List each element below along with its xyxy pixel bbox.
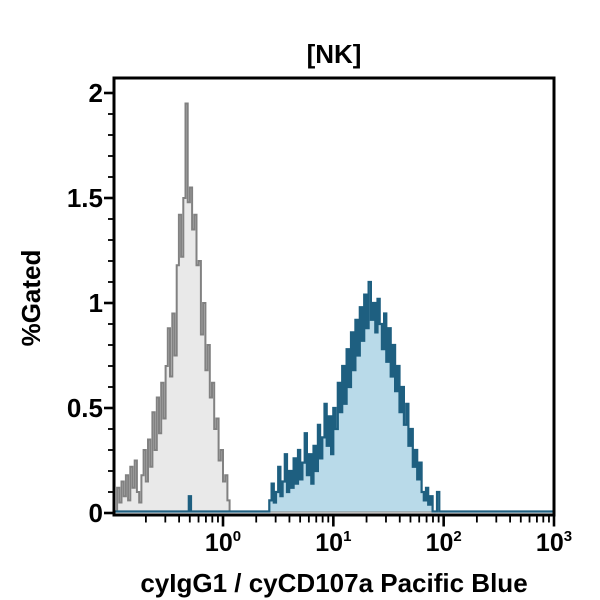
y-tick-label: 2	[89, 78, 103, 108]
x-tick-label: 102	[426, 528, 462, 557]
y-tick-label: 0.5	[67, 393, 103, 423]
plot-frame	[112, 76, 556, 517]
x-tick-label: 103	[536, 528, 572, 557]
x-tick-label: 100	[205, 528, 241, 557]
series-layer	[114, 102, 554, 513]
x-axis-label: cyIgG1 / cyCD107a Pacific Blue	[140, 568, 527, 598]
axis-layer: 0 0.5 1 1.5 2 100 101 102 103	[67, 78, 572, 557]
blue-histogram-stained-path	[114, 280, 554, 513]
plot-title: [NK]	[307, 39, 362, 69]
gray-histogram-control-path	[114, 102, 554, 513]
x-tick-label: 101	[315, 528, 351, 557]
y-tick-label: 0	[89, 498, 103, 528]
y-axis-label: %Gated	[16, 250, 46, 347]
y-tick-label: 1	[89, 288, 103, 318]
y-tick-label: 1.5	[67, 183, 103, 213]
